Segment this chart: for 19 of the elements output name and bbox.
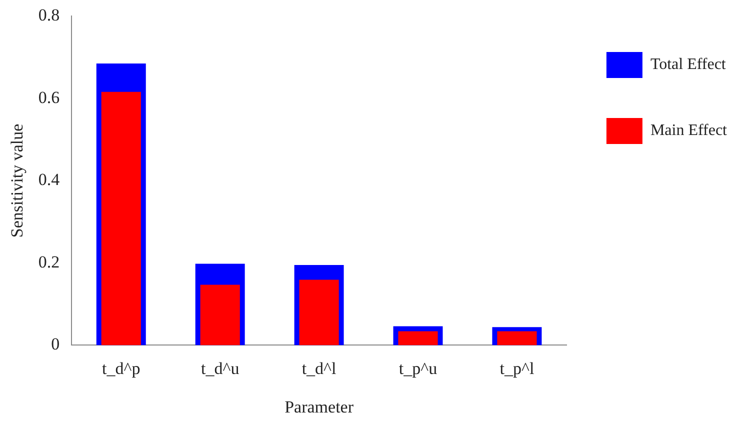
bar	[398, 331, 438, 346]
bar	[299, 280, 339, 346]
x-tick-label: t_p^l	[500, 358, 534, 378]
bar	[497, 331, 537, 346]
y-axis-title: Sensitivity value	[8, 124, 27, 238]
legend-label: Total Effect	[650, 56, 726, 74]
y-tick-label: 0.8	[38, 6, 60, 25]
x-tick-label: t_d^u	[200, 358, 240, 378]
x-axis-title: Parameter	[284, 397, 354, 416]
bar	[101, 92, 141, 346]
x-tick-label: t_d^p	[102, 358, 140, 378]
y-tick-label: 0	[51, 334, 60, 354]
y-tick-label: 0.6	[38, 88, 60, 107]
legend-label: Main Effect	[650, 122, 728, 140]
x-tick-label: t_p^u	[398, 358, 438, 378]
y-tick-label: 0.2	[38, 252, 60, 272]
y-tick-label: 0.4	[38, 170, 60, 190]
x-tick-label: t_d^l	[302, 358, 337, 378]
bar	[200, 284, 240, 346]
